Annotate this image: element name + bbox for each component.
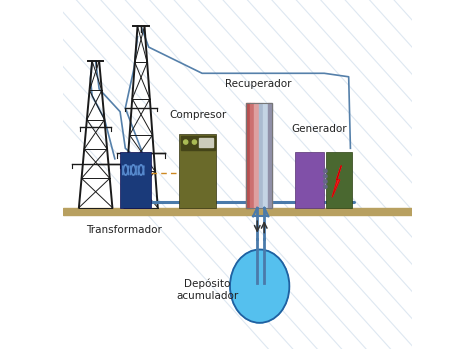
Ellipse shape <box>230 250 289 323</box>
Bar <box>259 103 263 208</box>
Bar <box>294 152 324 208</box>
Bar <box>267 103 272 208</box>
Bar <box>180 134 216 208</box>
Circle shape <box>324 185 327 188</box>
Bar <box>63 208 411 215</box>
Circle shape <box>183 140 188 144</box>
Bar <box>181 136 215 150</box>
Circle shape <box>324 174 327 178</box>
Bar <box>250 103 255 208</box>
Text: Transformador: Transformador <box>86 225 162 235</box>
Polygon shape <box>332 166 341 197</box>
Bar <box>120 152 152 208</box>
Bar <box>263 103 267 208</box>
Bar <box>255 103 259 208</box>
Circle shape <box>324 180 327 183</box>
Bar <box>199 138 212 147</box>
Bar <box>326 152 352 208</box>
Bar <box>246 103 250 208</box>
Text: Depósito
acumulador: Depósito acumulador <box>176 279 238 301</box>
Circle shape <box>324 169 327 173</box>
Text: Generador: Generador <box>291 124 347 134</box>
Text: Recuperador: Recuperador <box>226 79 292 89</box>
Bar <box>246 103 272 208</box>
Text: Compresor: Compresor <box>169 110 227 120</box>
Circle shape <box>192 140 197 144</box>
Circle shape <box>201 140 205 144</box>
